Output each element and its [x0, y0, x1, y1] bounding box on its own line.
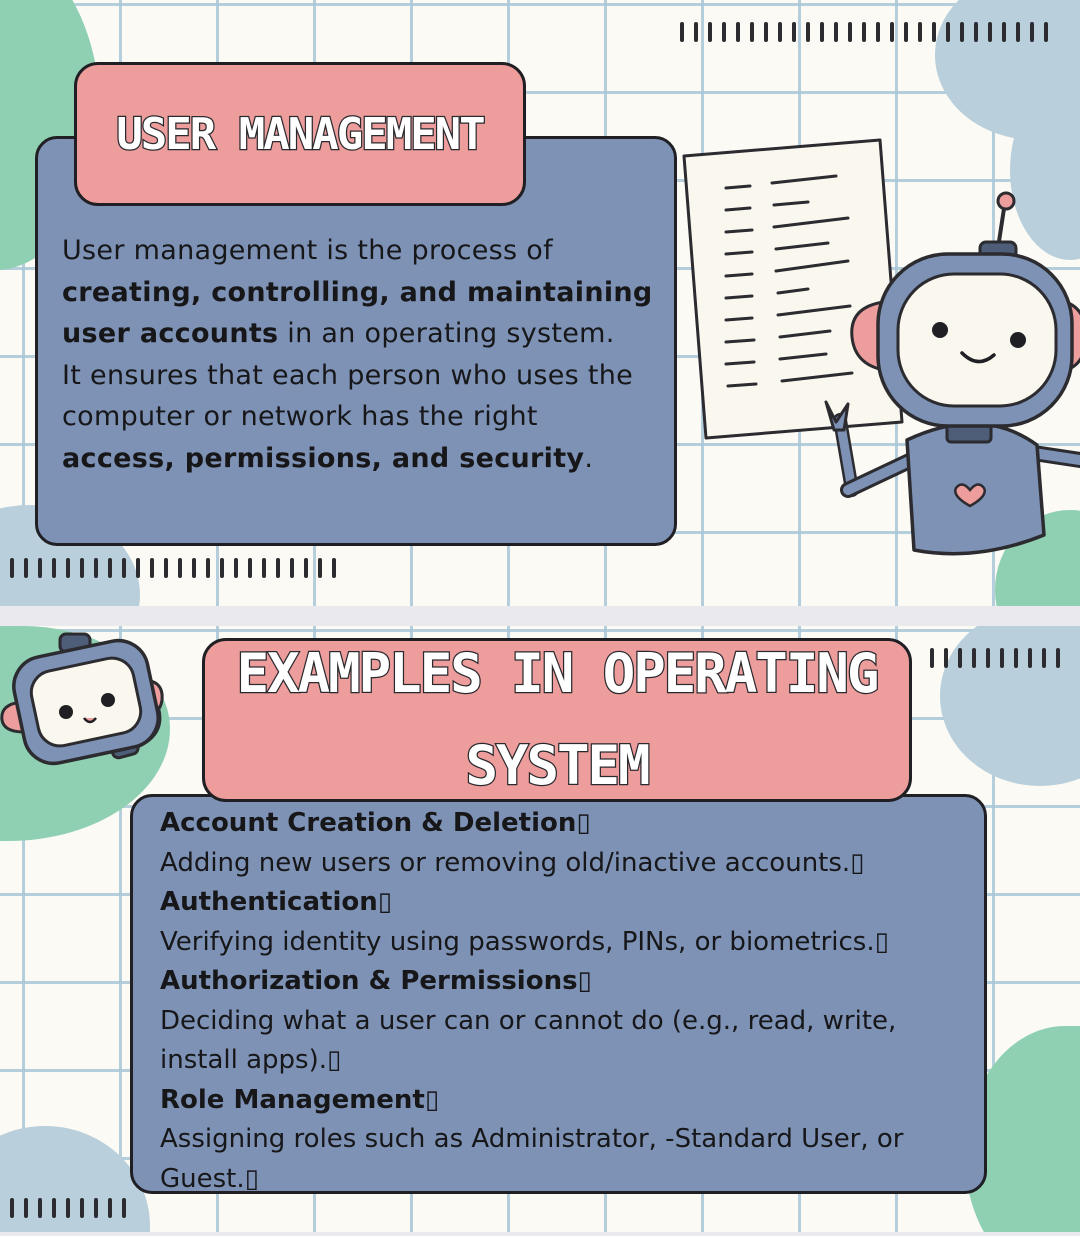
example-desc-4a: Assigning roles such as Administrator, -… [160, 1124, 904, 1154]
example-desc-1: Adding new users or removing old/inactiv… [160, 847, 865, 878]
desc-line-1: User management is the process of [62, 235, 553, 266]
tick-row-top-right [680, 22, 1048, 42]
example-desc-2: Verifying identity using passwords, PINs… [160, 926, 889, 957]
title-banner: EXAMPLES IN OPERATING SYSTEM [202, 638, 912, 802]
examples-card [130, 794, 987, 1194]
page-title: USER MANAGEMENT [115, 107, 487, 161]
desc-bold-2: user accounts [62, 318, 279, 349]
example-heading-2: Authentication▯ [160, 887, 393, 917]
example-heading-3: Authorization & Permissions▯ [160, 966, 592, 996]
description-text: User management is the process of creati… [62, 230, 653, 479]
desc-bold-1: creating, controlling, and maintaining [62, 276, 653, 308]
tick-row-bottom-left [10, 1198, 126, 1218]
document-illustration [682, 138, 904, 440]
desc-line-2: in an operating system. [278, 318, 615, 349]
robot-head-headset-illustration [0, 632, 164, 766]
examples-list: Account Creation & Deletion▯ Adding new … [160, 804, 904, 1199]
desc-line-5: . [584, 442, 594, 474]
heart-icon [954, 483, 986, 508]
example-heading-4: Role Management▯ [160, 1084, 440, 1115]
page-title-line-1: EXAMPLES IN OPERATING [235, 641, 880, 707]
example-heading-1: Account Creation & Deletion▯ [160, 808, 591, 838]
example-desc-3a: Deciding what a user can or cannot do (e… [160, 1005, 897, 1036]
title-banner: USER MANAGEMENT [74, 62, 526, 206]
example-desc-3b: install apps).▯ [160, 1045, 342, 1075]
desc-line-4: computer or network has the right [62, 401, 538, 432]
page-title-line-2: SYSTEM [464, 733, 652, 799]
desc-line-3: It ensures that each person who uses the [62, 359, 634, 391]
slide-examples: EXAMPLES IN OPERATING SYSTEM Account Cre… [0, 626, 1080, 1232]
robot-illustration [824, 191, 1080, 556]
example-desc-4b: Guest.▯ [160, 1163, 259, 1194]
tick-row-bottom-left [10, 558, 336, 578]
slide-user-management: USER MANAGEMENT User management is the p… [0, 0, 1080, 606]
desc-bold-3: access, permissions, and security [62, 442, 585, 474]
tick-row-top-right [930, 648, 1060, 668]
